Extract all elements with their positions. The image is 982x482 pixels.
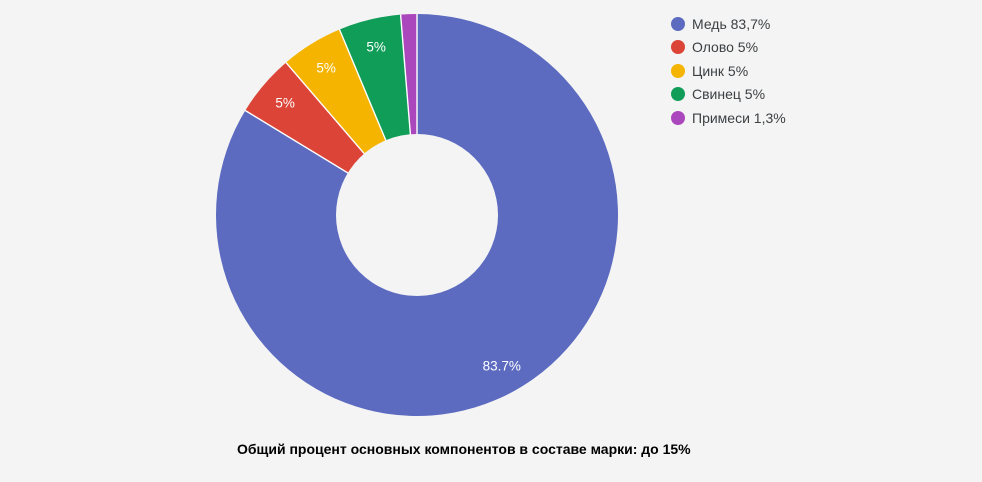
legend-item-copper[interactable]: Медь 83,7%: [671, 12, 786, 36]
legend-item-impurities[interactable]: Примеси 1,3%: [671, 106, 786, 130]
legend-label: Примеси 1,3%: [692, 109, 786, 126]
slice-label-lead: 5%: [366, 39, 386, 54]
legend-item-tin[interactable]: Олово 5%: [671, 36, 786, 60]
legend-label: Свинец 5%: [692, 86, 766, 103]
slice-label-tin: 5%: [275, 96, 295, 111]
legend-swatch-icon: [671, 40, 685, 55]
legend-swatch-icon: [671, 87, 685, 102]
legend-item-lead[interactable]: Свинец 5%: [671, 83, 786, 107]
legend-label: Цинк 5%: [692, 62, 749, 79]
legend-label: Олово 5%: [692, 39, 759, 56]
legend-label: Медь 83,7%: [692, 15, 771, 32]
legend-swatch-icon: [671, 16, 685, 31]
chart-caption: Общий процент основных компонентов в сос…: [237, 441, 691, 457]
legend: Медь 83,7% Олово 5% Цинк 5% Свинец 5% Примес…: [671, 12, 786, 130]
slice-label-copper: 83.7%: [483, 358, 521, 373]
legend-swatch-icon: [671, 63, 685, 78]
slice-label-zinc: 5%: [316, 60, 336, 75]
legend-swatch-icon: [671, 110, 685, 125]
donut-hole: [336, 134, 498, 296]
legend-item-zinc[interactable]: Цинк 5%: [671, 59, 786, 83]
